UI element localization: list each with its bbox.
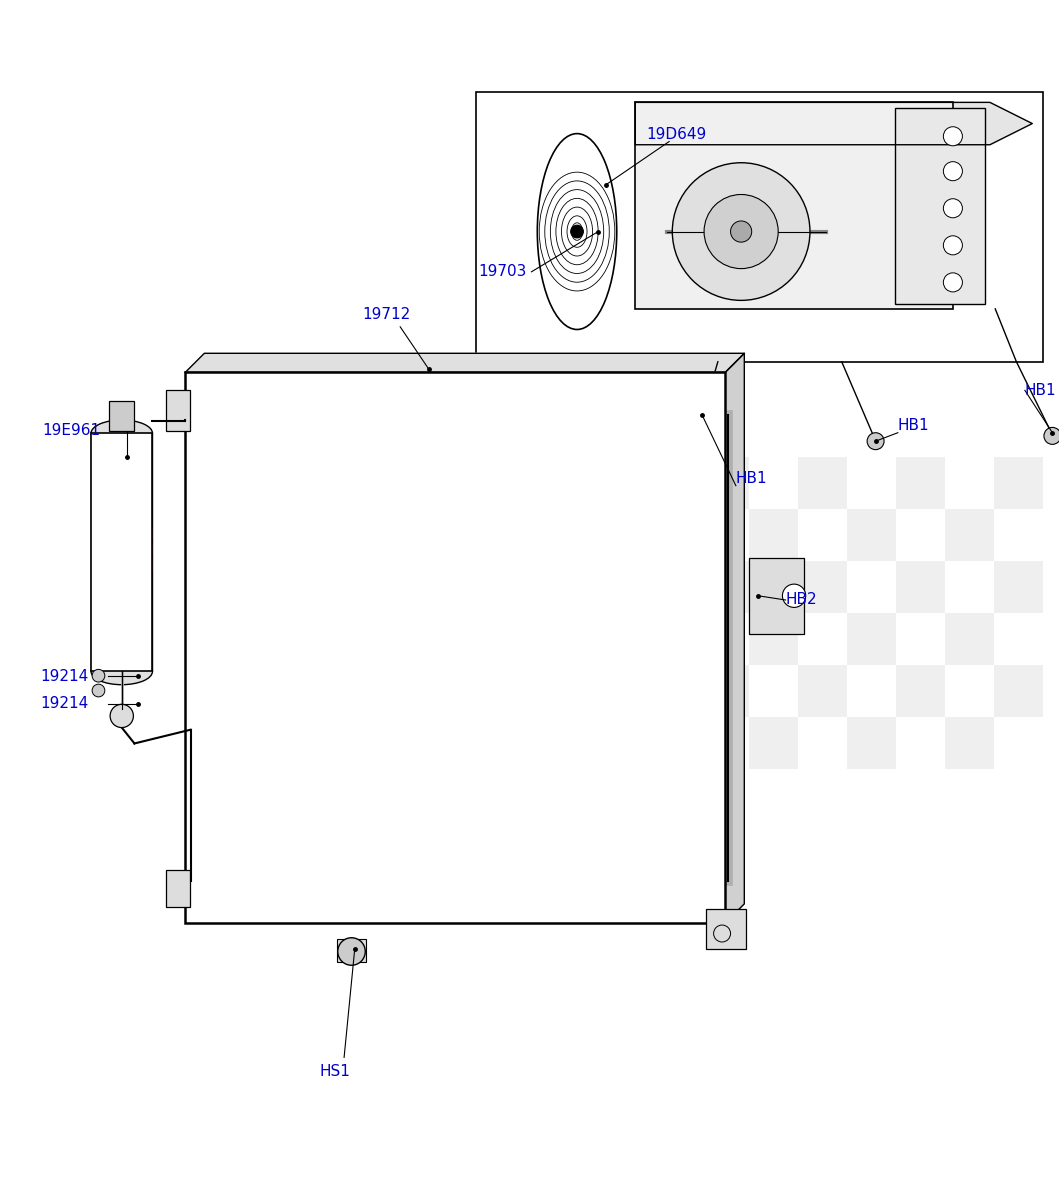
Bar [185,372,726,923]
FancyBboxPatch shape [92,559,152,571]
Bar [798,718,847,769]
Polygon shape [185,353,745,372]
Text: 19703: 19703 [479,264,527,280]
Text: HB2: HB2 [785,593,817,607]
Circle shape [944,272,963,292]
Circle shape [93,670,105,682]
Bar [847,665,896,718]
Ellipse shape [92,420,152,446]
Bar [994,665,1043,718]
Bar [749,558,803,634]
Bar [896,509,945,562]
Text: HS1: HS1 [320,1063,351,1079]
Bar [945,613,994,665]
Polygon shape [185,372,726,923]
Bar [896,457,945,509]
Bar [749,509,798,562]
Bar [651,509,700,562]
Bar [749,457,798,509]
Bar [896,562,945,613]
Bar [847,718,896,769]
Bar [847,457,896,509]
Circle shape [570,226,583,238]
Bar [749,665,798,718]
Bar [895,108,984,304]
Bar [700,562,749,613]
Text: 19214: 19214 [40,668,88,684]
Text: HB1: HB1 [1025,383,1057,398]
Circle shape [704,194,778,269]
Bar [706,910,747,949]
Bar [798,457,847,509]
Circle shape [693,406,712,425]
Bar [847,613,896,665]
Bar [749,613,798,665]
Text: 19712: 19712 [362,307,411,322]
Bar [92,433,152,672]
Bar [847,562,896,613]
Bar [651,718,700,769]
Bar [109,402,134,431]
Bar [896,613,945,665]
Bar [700,613,749,665]
Bar [994,613,1043,665]
Bar [700,509,749,562]
Bar [994,562,1043,613]
Bar [166,390,189,431]
Bar [749,562,798,613]
Bar [477,91,1043,361]
Text: HB1: HB1 [898,418,930,433]
Circle shape [731,221,752,242]
Bar [896,718,945,769]
Circle shape [944,127,963,145]
Bar [700,457,749,509]
Text: 19E961: 19E961 [43,424,100,438]
Bar [651,457,700,509]
FancyBboxPatch shape [92,527,152,540]
Bar [700,718,749,769]
Circle shape [672,163,810,300]
Bar [945,665,994,718]
Circle shape [944,199,963,217]
Bar [651,562,700,613]
Circle shape [93,684,105,697]
Bar [994,509,1043,562]
Bar [798,562,847,613]
Bar [635,102,953,308]
Bar [651,665,700,718]
Circle shape [867,433,884,450]
Circle shape [782,584,805,607]
Polygon shape [726,353,745,923]
Bar [798,665,847,718]
Bar [945,562,994,613]
Circle shape [1044,427,1061,444]
Bar [651,613,700,665]
Bar [896,665,945,718]
FancyBboxPatch shape [92,542,152,556]
Bar [92,433,152,672]
Bar [945,718,994,769]
Polygon shape [635,102,1032,145]
Circle shape [944,162,963,181]
Text: 19214: 19214 [40,696,88,712]
Ellipse shape [92,659,152,685]
Circle shape [944,235,963,254]
Bar [700,665,749,718]
Circle shape [110,704,133,727]
Text: catalogues: catalogues [287,643,454,673]
Bar [945,509,994,562]
Bar [798,613,847,665]
Bar [798,509,847,562]
Bar [994,718,1043,769]
Bar [847,509,896,562]
Bar [749,718,798,769]
Bar [336,938,366,962]
Text: soldia: soldia [278,568,464,622]
Bar [994,457,1043,509]
Text: 19D649: 19D649 [646,127,706,142]
Text: HB1: HB1 [736,470,767,486]
Bar [945,457,994,509]
Circle shape [337,937,365,965]
Bar [166,870,189,907]
